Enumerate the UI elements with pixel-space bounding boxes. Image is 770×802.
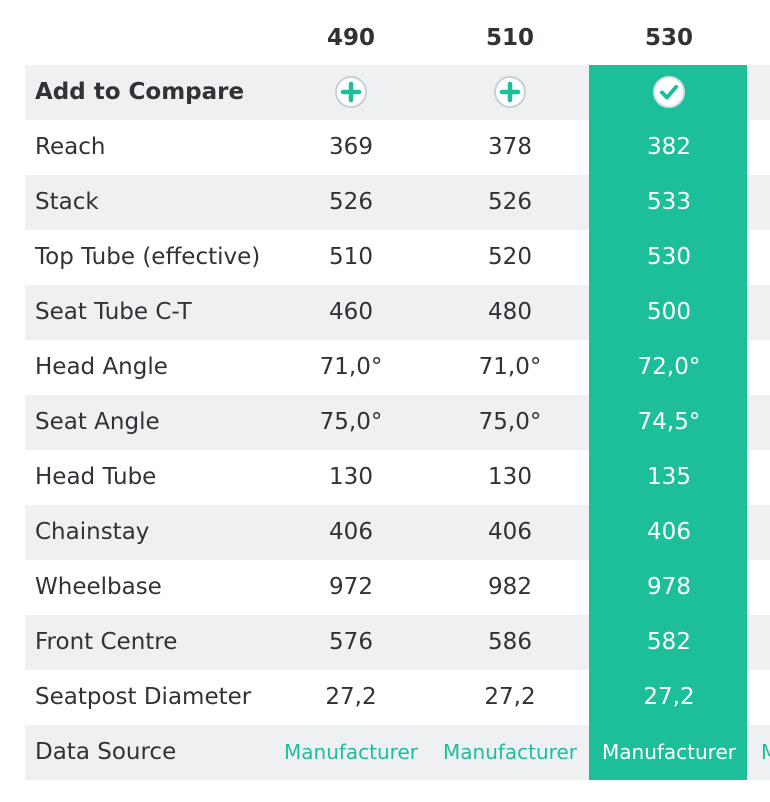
compare-add-icon[interactable] [334, 75, 368, 109]
column-header: 530 [644, 25, 693, 51]
cell-value: 369 [329, 134, 373, 160]
row-label: Head Tube [35, 464, 157, 490]
cell-value: 406 [488, 519, 532, 545]
row-label: Wheelbase [35, 574, 162, 600]
cell-value: 27,2 [325, 684, 377, 710]
selected-column [589, 65, 747, 780]
cell-value: 71,0° [478, 354, 542, 380]
column-header: 510 [485, 25, 534, 51]
row-label: Seat Tube C-T [35, 299, 192, 325]
data-source-link[interactable]: Manufacturer [761, 740, 770, 764]
cell-value: 582 [647, 629, 691, 655]
compare-add-icon[interactable] [493, 75, 527, 109]
row-label: Data Source [35, 739, 177, 765]
cell-value: 27,2 [484, 684, 536, 710]
cell-value: 520 [488, 244, 532, 270]
cell-value: 460 [329, 299, 373, 325]
cell-value: 406 [329, 519, 373, 545]
cell-value: 533 [647, 189, 691, 215]
cell-value: 406 [647, 519, 691, 545]
row-label: Stack [35, 189, 99, 215]
cell-value: 71,0° [319, 354, 383, 380]
cell-value: 130 [488, 464, 532, 490]
cell-value: 27,2 [643, 684, 695, 710]
cell-value: 510 [329, 244, 373, 270]
cell-value: 978 [647, 574, 691, 600]
cell-value: 586 [488, 629, 532, 655]
data-source-link[interactable]: Manufacturer [284, 740, 418, 764]
cell-value: 576 [329, 629, 373, 655]
cell-value: 74,5° [637, 409, 701, 435]
cell-value: 130 [329, 464, 373, 490]
row-label: Seat Angle [35, 409, 160, 435]
column-header: 490 [326, 25, 375, 51]
row-label: Head Angle [35, 354, 168, 380]
cell-value: 382 [647, 134, 691, 160]
row-label: Add to Compare [35, 79, 245, 105]
cell-value: 72,0° [637, 354, 701, 380]
cell-value: 135 [647, 464, 691, 490]
compare-checked-icon[interactable] [652, 75, 686, 109]
row-label: Top Tube (effective) [35, 244, 261, 270]
row-label: Seatpost Diameter [35, 684, 252, 710]
cell-value: 378 [488, 134, 532, 160]
row-label: Front Centre [35, 629, 178, 655]
cell-value: 500 [647, 299, 691, 325]
data-source-link[interactable]: Manufacturer [602, 740, 736, 764]
row-label: Reach [35, 134, 106, 160]
cell-value: 75,0° [319, 409, 383, 435]
cell-value: 526 [329, 189, 373, 215]
cell-value: 480 [488, 299, 532, 325]
cell-value: 526 [488, 189, 532, 215]
cell-value: 982 [488, 574, 532, 600]
cell-value: 530 [647, 244, 691, 270]
data-source-link[interactable]: Manufacturer [443, 740, 577, 764]
row-label: Chainstay [35, 519, 150, 545]
cell-value: 75,0° [478, 409, 542, 435]
cell-value: 972 [329, 574, 373, 600]
